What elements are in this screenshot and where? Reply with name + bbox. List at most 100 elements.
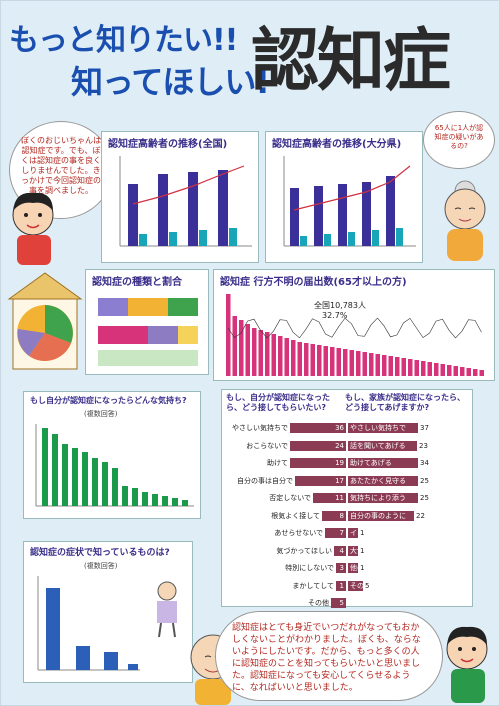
want-right-bar: 気持ちにより添う — [348, 493, 418, 503]
title-main: 認知症 — [251, 22, 451, 101]
want-row: おこらないで 24 話を聞いてあげる 23 — [226, 438, 470, 454]
want-left-bar: 7 — [325, 528, 346, 538]
grandma-speech-bubble: 65人に1人が認知症の疑いがあるの? — [423, 111, 495, 169]
want-left-label: その他 — [308, 599, 329, 607]
missing-bar — [460, 367, 465, 376]
want-left-label: おこらないで — [246, 441, 288, 450]
feeling-bar — [62, 444, 68, 506]
symptoms-chart-subtitle: (複数回答) — [84, 562, 118, 570]
want-row: その他 5 — [226, 595, 470, 611]
want-right-bar: その他 — [348, 580, 363, 591]
want-right-value: 25 — [420, 476, 429, 485]
missing-bar — [349, 350, 354, 376]
national-chart-svg — [119, 156, 252, 247]
types-chart-title: 認知症の種類と割合 — [92, 277, 182, 288]
want-right-bar: イライラする — [348, 528, 358, 538]
missing-bar — [284, 338, 289, 376]
feeling-bar — [72, 448, 78, 506]
feeling-bar — [112, 468, 118, 506]
missing-bar — [362, 352, 367, 376]
grandma-illustration — [444, 180, 486, 261]
want-row: あせらせないで7イライラする1 — [226, 525, 470, 541]
missing-bar — [304, 343, 309, 376]
want-right-bar: 助けてあげる — [348, 458, 418, 468]
want-right-value: 1 — [360, 546, 365, 555]
old-man-illustration — [157, 581, 177, 638]
missing-bar — [466, 368, 471, 376]
want-left-title: もし、自分が認知症になったら、どう接してもらいたい? — [226, 393, 330, 412]
types-chart-svg — [98, 298, 198, 366]
missing-chart-svg: 全国10,783人 32.7% — [226, 294, 484, 376]
feeling-bar — [142, 492, 148, 506]
missing-bar — [232, 316, 237, 376]
conclusion-speech-bubble: 認知症はとても身近でいつだれがなってもおかしくないことがわかりました。ぼくも、な… — [215, 611, 443, 701]
feeling-chart-svg — [35, 424, 194, 507]
want-left-label: まかしてして — [292, 581, 334, 590]
boy-bottom-illustration — [446, 626, 488, 703]
want-right-bar: あたたかく見守る — [348, 475, 418, 486]
treatment-comparison-chart: もし、自分が認知症になったら、どう接してもらいたい? もし、家族が認知症になった… — [221, 389, 473, 608]
want-right-value: 25 — [420, 494, 429, 502]
want-left-bar: 5 — [331, 598, 346, 608]
symptoms-chart-title: 認知症の症状で知っているものは? — [30, 548, 170, 558]
national-dementia-chart: 認知症高齢者の推移(全国) — [101, 131, 259, 263]
missing-bar — [239, 320, 244, 376]
grandma-bubble-text: 65人に1人が認知症の疑いがあるの? — [434, 124, 484, 150]
missing-bar — [414, 360, 419, 376]
missing-bar — [421, 361, 426, 376]
house-pie-illustration — [7, 272, 83, 370]
missing-bar — [245, 324, 250, 376]
missing-bar — [395, 357, 400, 376]
want-left-label: 自分の事は自分で — [237, 476, 293, 485]
feeling-bar — [102, 462, 108, 506]
missing-bar — [343, 349, 348, 376]
want-right-value: 37 — [420, 424, 429, 432]
feeling-bar — [182, 500, 188, 506]
missing-bar — [291, 340, 296, 376]
missing-bar — [330, 347, 335, 376]
national-bars — [128, 170, 228, 246]
missing-bar — [440, 364, 445, 376]
title-line1: もっと知りたい!! — [9, 23, 238, 58]
feeling-bar — [92, 458, 98, 506]
missing-bar — [453, 366, 458, 376]
want-left-bar: 4 — [334, 545, 346, 556]
feeling-chart-title: もし自分が認知症になったらどんな気持ち? — [30, 396, 187, 405]
want-right-value: 1 — [360, 564, 365, 572]
want-right-value: 22 — [416, 511, 425, 520]
want-rows: やさしい気持ちで 36 やさしい気持ちで 37 おこらないで 24 話を聞いてあげる 23 助け… — [226, 420, 470, 613]
want-row: 特別にしないで3他の家族にまかせる1 — [226, 560, 470, 576]
want-right-bar: 大切にする — [348, 545, 358, 556]
feeling-bar — [132, 488, 138, 506]
feeling-bar — [52, 434, 58, 506]
missing-bar — [356, 351, 361, 376]
want-left-bar: 19 — [290, 458, 346, 468]
feeling-bar — [162, 496, 168, 506]
want-left-label: 根気よく接して — [271, 511, 320, 520]
missing-bar — [252, 328, 257, 376]
missing-persons-chart: 認知症 行方不明の届出数(65才以上の方) 全国10,783人 32.7% — [213, 269, 495, 381]
want-left-label: 気づかってほしい — [276, 546, 332, 555]
missing-bar — [388, 356, 393, 376]
feeling-bar — [152, 494, 158, 506]
missing-bar — [434, 363, 439, 376]
feeling-chart-subtitle: (複数回答) — [84, 410, 118, 418]
missing-bar — [336, 348, 341, 376]
missing-bar — [408, 359, 413, 376]
want-right-bar: 自分の事のように — [348, 510, 414, 521]
missing-bar — [369, 353, 374, 376]
regional-dementia-chart: 認知症高齢者の推移(大分県) — [265, 131, 423, 263]
missing-bar — [375, 354, 380, 376]
want-left-label: 助けて — [267, 459, 288, 467]
want-right-value: 1 — [360, 529, 365, 537]
national-chart-title: 認知症高齢者の推移(全国) — [108, 139, 228, 150]
want-right-bar: 他の家族にまかせる — [348, 563, 358, 573]
missing-bar — [427, 362, 432, 376]
symptoms-chart-svg — [37, 576, 140, 671]
want-left-bar: 3 — [336, 563, 346, 573]
want-right-bar: 話を聞いてあげる — [348, 440, 417, 451]
regional-chart-svg — [283, 156, 416, 247]
types-ratio-chart: 認知症の種類と割合 — [85, 269, 209, 375]
want-left-label: あせらせないで — [274, 529, 323, 537]
